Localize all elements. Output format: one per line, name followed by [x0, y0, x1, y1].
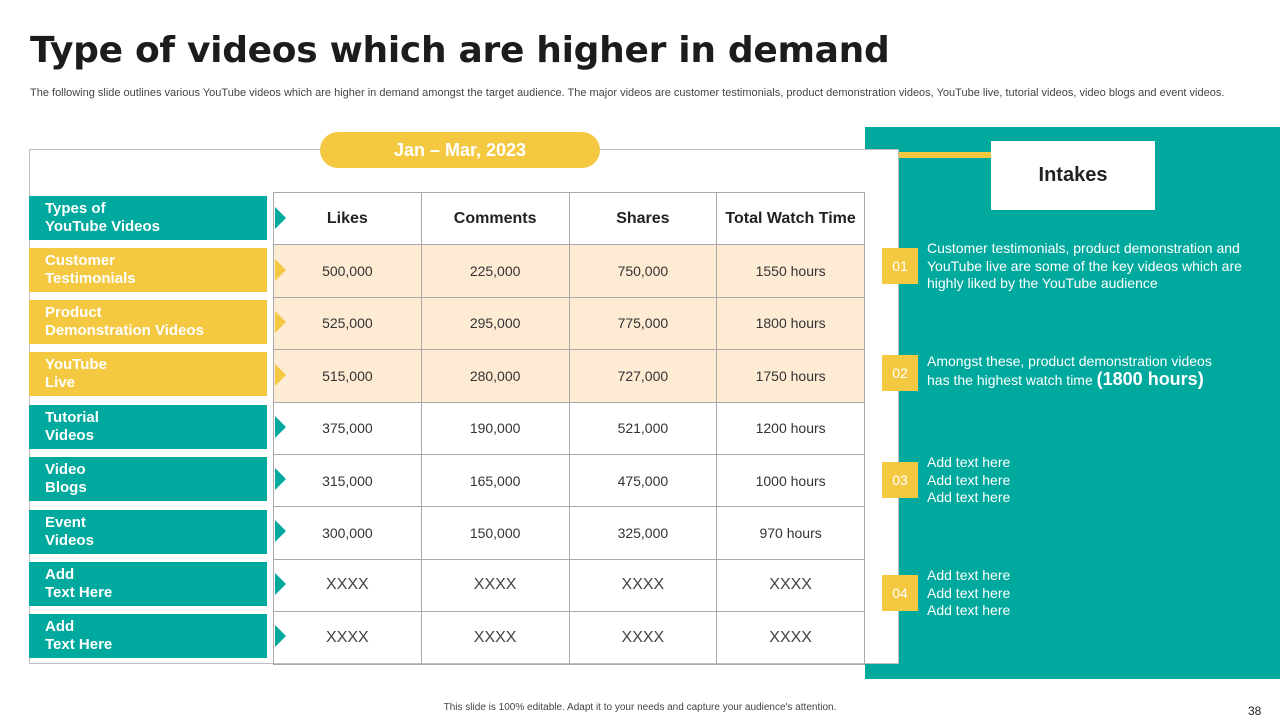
row-arrow-icon — [275, 311, 286, 333]
table-row: 375,000 190,000 521,000 1200 hours — [273, 401, 865, 455]
table-cell: 727,000 — [568, 349, 718, 403]
row-label-youtube-live: YouTube Live — [29, 352, 267, 396]
table-cell: 1800 hours — [716, 296, 865, 351]
table-cell: 515,000 — [273, 349, 422, 403]
column-header-shares: Shares — [568, 191, 718, 246]
table-row: 525,000 295,000 775,000 1800 hours — [273, 296, 865, 351]
table-header-row: Likes Comments Shares Total Watch Time — [273, 191, 865, 246]
table-cell: 1550 hours — [716, 244, 865, 298]
table-cell: 150,000 — [420, 506, 570, 560]
table-cell: 225,000 — [420, 244, 570, 298]
row-arrow-icon — [275, 625, 286, 647]
table-cell: 295,000 — [420, 296, 570, 351]
intake-text: Amongst these, product demonstration vid… — [927, 353, 1212, 389]
row-arrow-icon — [275, 207, 286, 229]
intake-text: Add text here Add text here Add text her… — [927, 454, 1011, 505]
table-cell: 300,000 — [273, 506, 422, 560]
period-badge: Jan – Mar, 2023 — [320, 132, 600, 168]
table-cell: XXXX — [568, 611, 718, 665]
table-cell: 970 hours — [716, 506, 865, 560]
intake-number-badge: 02 — [882, 355, 918, 391]
intakes-heading: Intakes — [991, 141, 1155, 210]
row-label-event-videos: Event Videos — [29, 510, 267, 554]
table-cell: XXXX — [273, 558, 422, 613]
row-label-product-demonstration: Product Demonstration Videos — [29, 300, 267, 344]
intake-text: Customer testimonials, product demonstra… — [927, 240, 1242, 291]
page-subtitle: The following slide outlines various You… — [30, 87, 1225, 99]
table-cell: XXXX — [716, 558, 865, 613]
intakes-panel — [865, 127, 1280, 679]
table-row: 515,000 280,000 727,000 1750 hours — [273, 349, 865, 403]
row-label-add-text-1: Add Text Here — [29, 562, 267, 606]
table-cell: 165,000 — [420, 453, 570, 508]
row-label-customer-testimonials: Customer Testimonials — [29, 248, 267, 292]
column-header-likes: Likes — [273, 191, 422, 246]
table-row: 500,000 225,000 750,000 1550 hours — [273, 244, 865, 298]
table-cell: 500,000 — [273, 244, 422, 298]
table-cell: 775,000 — [568, 296, 718, 351]
table-cell: 750,000 — [568, 244, 718, 298]
video-metrics-table: Likes Comments Shares Total Watch Time 5… — [273, 191, 865, 665]
table-cell: 315,000 — [273, 453, 422, 508]
intake-number-badge: 01 — [882, 248, 918, 284]
intake-highlight: (1800 hours) — [1096, 368, 1204, 389]
intake-number-badge: 03 — [882, 462, 918, 498]
table-row: XXXX XXXX XXXX XXXX — [273, 558, 865, 613]
table-cell: 521,000 — [568, 401, 718, 455]
row-arrow-icon — [275, 259, 286, 281]
intake-text: Add text here Add text here Add text her… — [927, 567, 1011, 618]
table-cell: XXXX — [568, 558, 718, 613]
table-row: 300,000 150,000 325,000 970 hours — [273, 506, 865, 560]
row-arrow-icon — [275, 573, 286, 595]
page-title: Type of videos which are higher in deman… — [30, 30, 890, 71]
row-arrow-icon — [275, 468, 286, 490]
table-cell: 475,000 — [568, 453, 718, 508]
intake-number-badge: 04 — [882, 575, 918, 611]
table-cell: 190,000 — [420, 401, 570, 455]
table-row: XXXX XXXX XXXX XXXX — [273, 611, 865, 665]
footer-note: This slide is 100% editable. Adapt it to… — [443, 702, 837, 713]
table-cell: XXXX — [716, 611, 865, 665]
table-cell: 1000 hours — [716, 453, 865, 508]
table-cell: 1200 hours — [716, 401, 865, 455]
table-cell: 325,000 — [568, 506, 718, 560]
table-cell: XXXX — [273, 611, 422, 665]
row-label-header: Types of YouTube Videos — [29, 196, 267, 240]
table-cell: 280,000 — [420, 349, 570, 403]
row-arrow-icon — [275, 364, 286, 386]
page-number: 38 — [1248, 704, 1262, 718]
table-cell: XXXX — [420, 558, 570, 613]
row-arrow-icon — [275, 416, 286, 438]
row-label-add-text-2: Add Text Here — [29, 614, 267, 658]
row-arrow-icon — [275, 520, 286, 542]
table-row: 315,000 165,000 475,000 1000 hours — [273, 453, 865, 508]
table-cell: XXXX — [420, 611, 570, 665]
column-header-watch-time: Total Watch Time — [716, 191, 865, 246]
table-cell: 375,000 — [273, 401, 422, 455]
table-cell: 1750 hours — [716, 349, 865, 403]
row-label-video-blogs: Video Blogs — [29, 457, 267, 501]
column-header-comments: Comments — [420, 191, 570, 246]
table-cell: 525,000 — [273, 296, 422, 351]
accent-bar — [899, 152, 1013, 158]
row-label-tutorial-videos: Tutorial Videos — [29, 405, 267, 449]
